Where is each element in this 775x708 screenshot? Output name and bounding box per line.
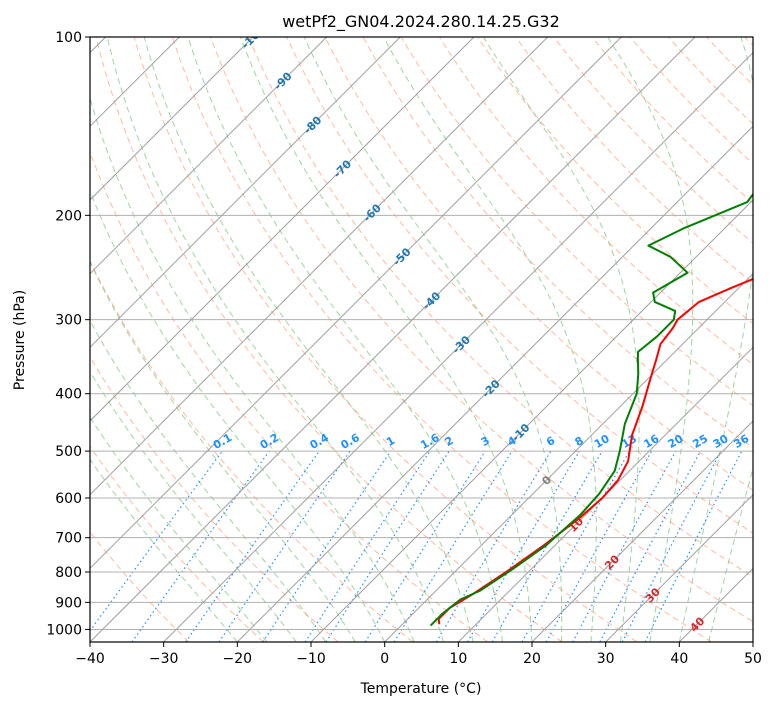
moist-adiabat bbox=[708, 466, 753, 642]
x-tick-label: −20 bbox=[223, 651, 253, 667]
moist-adiabat bbox=[90, 370, 297, 642]
moist-adiabat bbox=[106, 37, 445, 642]
mixing-ratio-line bbox=[131, 450, 270, 642]
x-axis-ticks: −40 −30 −20 −10 0 10 20 30 40 50 bbox=[75, 642, 762, 667]
isotherm-line bbox=[236, 125, 753, 642]
mixing-ratio-line bbox=[304, 450, 431, 642]
x-axis-label: Temperature (°C) bbox=[360, 681, 482, 697]
isotherm-line bbox=[163, 51, 753, 642]
mixing-ratio-line bbox=[185, 450, 320, 642]
pressure-gridlines bbox=[90, 37, 753, 630]
moist-adiabat bbox=[187, 37, 503, 642]
dry-adiabats bbox=[90, 37, 753, 642]
x-tick-label: 0 bbox=[380, 651, 389, 667]
plot-area: -100-90-80-70-60-50-40-30-20-10010203040… bbox=[90, 37, 753, 642]
dry-adiabat bbox=[95, 37, 563, 642]
dry-adiabat bbox=[133, 37, 638, 642]
isotherm-line bbox=[605, 493, 753, 642]
dry-adiabat bbox=[477, 37, 753, 325]
temperature-profile bbox=[437, 278, 753, 625]
y-tick-label: 700 bbox=[55, 531, 82, 547]
y-tick-label: 1000 bbox=[46, 622, 82, 638]
dry-adiabat bbox=[210, 37, 753, 623]
skewed-isotherms bbox=[90, 37, 753, 642]
moist-adiabat bbox=[90, 189, 386, 642]
isotherm-line bbox=[90, 37, 401, 349]
moist-adiabat bbox=[90, 416, 268, 642]
dry-adiabat bbox=[515, 37, 753, 284]
isotherm-line bbox=[457, 346, 753, 642]
isotherm-line bbox=[90, 37, 254, 201]
mixing-ratio-line bbox=[491, 450, 603, 642]
dewpoint-profile bbox=[429, 192, 753, 627]
x-tick-label: 40 bbox=[670, 651, 688, 667]
isotherm-line bbox=[90, 37, 622, 570]
y-tick-label: 500 bbox=[55, 444, 82, 460]
chart-title: wetPf2_GN04.2024.280.14.25.G32 bbox=[282, 12, 560, 32]
y-tick-label: 300 bbox=[55, 313, 82, 329]
moist-adiabat bbox=[90, 319, 327, 642]
y-axis-ticks: 100 200 300 400 500 600 700 800 900 1000 bbox=[46, 30, 90, 638]
x-tick-label: 30 bbox=[597, 651, 615, 667]
dry-adiabat bbox=[171, 37, 712, 642]
y-tick-label: 200 bbox=[55, 208, 82, 224]
mixing-ratio-line bbox=[521, 450, 631, 642]
isotherm-line bbox=[90, 37, 475, 422]
moist-adiabat bbox=[303, 37, 563, 642]
mixing-ratio-line bbox=[325, 450, 450, 642]
moist-adiabat bbox=[239, 37, 533, 642]
x-tick-label: −30 bbox=[149, 651, 179, 667]
x-tick-label: −40 bbox=[75, 651, 105, 667]
isotherm-line bbox=[90, 37, 696, 642]
moist-adiabat bbox=[482, 37, 640, 642]
mixing-ratio-line bbox=[466, 450, 580, 642]
mixing-ratio-line bbox=[435, 450, 552, 642]
moist-adiabat bbox=[678, 37, 753, 642]
x-tick-label: 10 bbox=[449, 651, 467, 667]
plot-frame bbox=[89, 36, 754, 643]
isotherm-line bbox=[310, 199, 753, 642]
y-tick-label: 100 bbox=[55, 30, 82, 46]
x-tick-label: 50 bbox=[744, 651, 762, 667]
isotherm-line bbox=[384, 272, 753, 642]
mixing-ratio-line bbox=[364, 450, 486, 642]
dry-adiabat bbox=[248, 37, 753, 578]
dry-adiabat bbox=[90, 259, 414, 642]
moist-adiabat bbox=[607, 37, 694, 642]
dry-adiabat bbox=[324, 37, 753, 491]
y-axis-label: Pressure (hPa) bbox=[12, 290, 28, 390]
moist-adiabats bbox=[90, 37, 753, 642]
moist-adiabat bbox=[90, 260, 356, 642]
isotherm-line bbox=[90, 37, 549, 496]
isotherm-line bbox=[90, 37, 328, 275]
dry-adiabat bbox=[591, 37, 753, 204]
y-tick-label: 600 bbox=[55, 491, 82, 507]
mixing-ratio-line bbox=[572, 450, 677, 642]
mixing-ratio-line bbox=[90, 450, 223, 632]
y-tick-label: 800 bbox=[55, 565, 82, 581]
dry-adiabat bbox=[629, 37, 753, 165]
x-tick-label: 20 bbox=[523, 651, 541, 667]
sounding-profiles bbox=[429, 192, 753, 627]
isotherm-line bbox=[531, 420, 753, 642]
y-tick-label: 400 bbox=[55, 387, 82, 403]
moist-adiabat bbox=[383, 37, 597, 642]
y-tick-label: 900 bbox=[55, 595, 82, 611]
x-tick-label: −10 bbox=[296, 651, 326, 667]
dry-adiabat bbox=[90, 445, 264, 642]
moist-adiabat bbox=[90, 458, 238, 642]
mixing-ratio-line bbox=[393, 450, 513, 642]
dry-adiabat bbox=[400, 37, 753, 407]
